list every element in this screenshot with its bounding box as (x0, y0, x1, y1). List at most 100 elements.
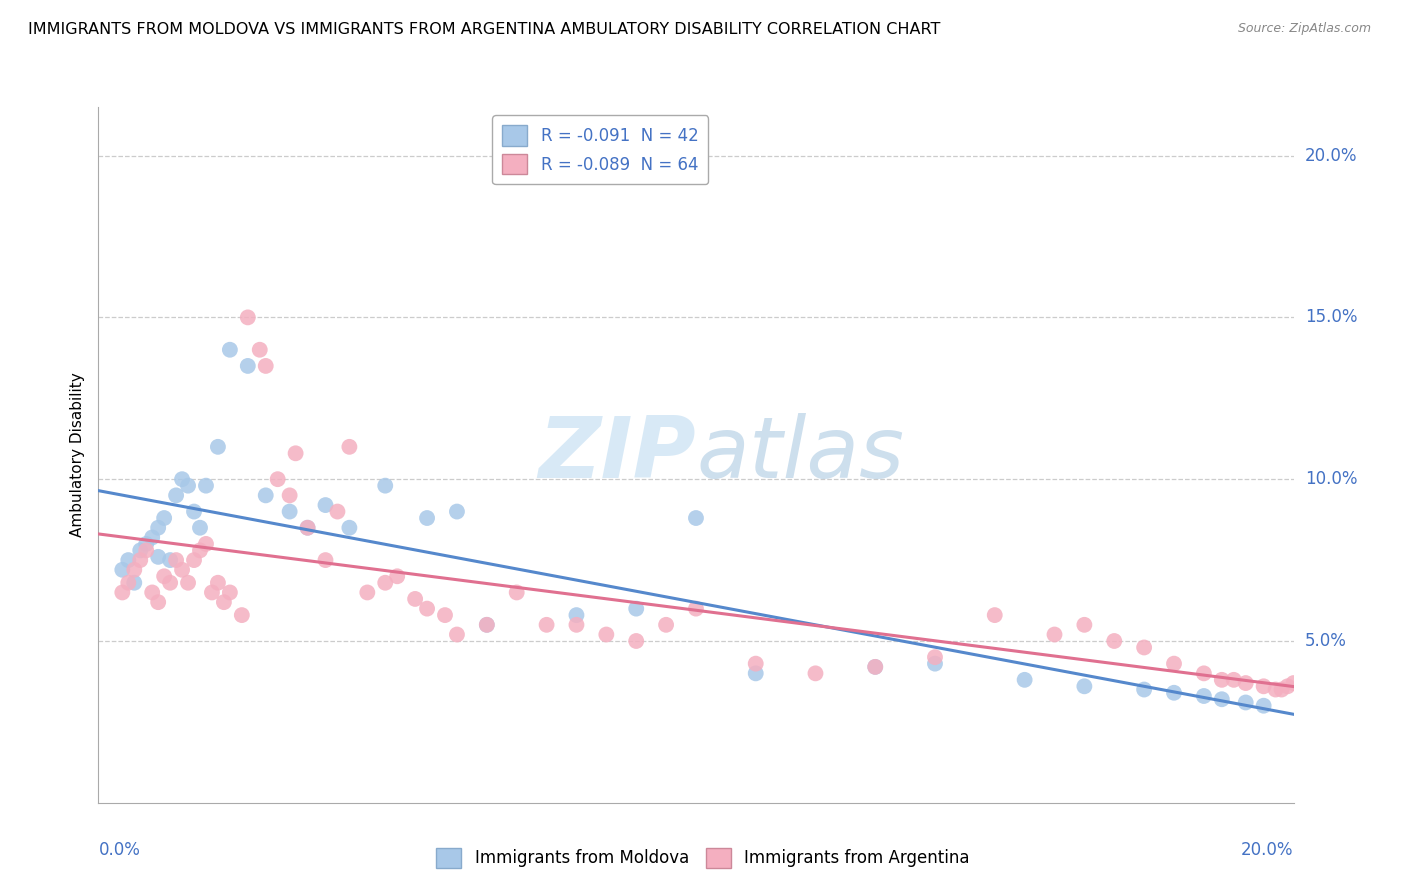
Point (124, 563, 146, 577)
Point (207, 440, 229, 454)
Point (212, 595, 235, 609)
Y-axis label: Ambulatory Disability: Ambulatory Disability (69, 373, 84, 537)
Point (284, 446, 307, 460)
Point (339, 521, 361, 535)
Text: 15.0%: 15.0% (1305, 309, 1357, 326)
Point (267, 472, 290, 486)
Point (1234, 676, 1257, 690)
Point (745, 657, 768, 671)
Point (278, 488, 301, 502)
Point (385, 569, 409, 583)
Point (1277, 679, 1299, 693)
Text: Source: ZipAtlas.com: Source: ZipAtlas.com (1237, 22, 1371, 36)
Point (159, 553, 181, 567)
Point (135, 543, 157, 558)
Point (434, 608, 457, 623)
Point (374, 478, 396, 492)
Point (446, 627, 468, 641)
Point (111, 563, 134, 577)
Point (536, 617, 558, 632)
Point (745, 666, 768, 681)
Point (1234, 696, 1257, 710)
Point (129, 543, 152, 558)
Point (207, 575, 229, 590)
Point (183, 504, 205, 518)
Point (231, 608, 253, 623)
Point (124, 575, 146, 590)
Point (1223, 673, 1246, 687)
Point (1104, 634, 1126, 648)
Point (326, 504, 349, 518)
Point (1264, 682, 1286, 697)
Text: 0.0%: 0.0% (98, 841, 141, 859)
Point (188, 521, 211, 535)
Point (374, 575, 396, 590)
Point (135, 537, 157, 551)
Point (129, 553, 152, 567)
Point (565, 617, 588, 632)
Point (236, 310, 259, 325)
Point (117, 553, 139, 567)
Point (111, 585, 134, 599)
Point (165, 553, 187, 567)
Point (148, 595, 170, 609)
Point (475, 617, 498, 632)
Point (1211, 673, 1233, 687)
Point (117, 575, 139, 590)
Point (1192, 689, 1215, 703)
Point (1043, 627, 1066, 641)
Point (339, 440, 361, 454)
Point (172, 563, 194, 577)
Point (1192, 666, 1215, 681)
Point (219, 343, 242, 357)
Point (165, 488, 187, 502)
Point (924, 650, 946, 665)
Point (195, 537, 218, 551)
Point (865, 660, 887, 674)
Point (1133, 640, 1156, 655)
Point (865, 660, 887, 674)
Point (315, 553, 337, 567)
Point (183, 553, 205, 567)
Point (416, 601, 439, 615)
Point (153, 511, 176, 525)
Point (195, 478, 218, 492)
Point (141, 531, 163, 545)
Point (924, 657, 946, 671)
Point (595, 627, 617, 641)
Text: 5.0%: 5.0% (1305, 632, 1347, 650)
Point (1073, 679, 1095, 693)
Text: atlas: atlas (696, 413, 904, 497)
Point (148, 521, 170, 535)
Point (416, 511, 439, 525)
Point (297, 521, 319, 535)
Text: IMMIGRANTS FROM MOLDOVA VS IMMIGRANTS FROM ARGENTINA AMBULATORY DISABILITY CORRE: IMMIGRANTS FROM MOLDOVA VS IMMIGRANTS FR… (28, 22, 941, 37)
Point (475, 617, 498, 632)
Text: ZIP: ZIP (538, 413, 696, 497)
Point (249, 343, 271, 357)
Point (404, 591, 426, 606)
Point (1253, 679, 1275, 693)
Point (1014, 673, 1036, 687)
Point (188, 543, 211, 558)
Point (685, 511, 707, 525)
Point (1073, 617, 1095, 632)
Text: 10.0%: 10.0% (1305, 470, 1357, 488)
Point (356, 585, 378, 599)
Point (254, 488, 277, 502)
Point (626, 634, 648, 648)
Point (278, 504, 301, 518)
Point (446, 504, 468, 518)
Point (254, 359, 277, 373)
Point (626, 601, 648, 615)
Point (1163, 686, 1185, 700)
Point (141, 585, 163, 599)
Point (1211, 692, 1233, 706)
Point (315, 498, 337, 512)
Point (177, 575, 200, 590)
Point (172, 472, 194, 486)
Point (984, 608, 1007, 623)
Point (159, 575, 181, 590)
Point (177, 478, 200, 492)
Legend: R = -0.091  N = 42, R = -0.089  N = 64: R = -0.091 N = 42, R = -0.089 N = 64 (492, 115, 709, 185)
